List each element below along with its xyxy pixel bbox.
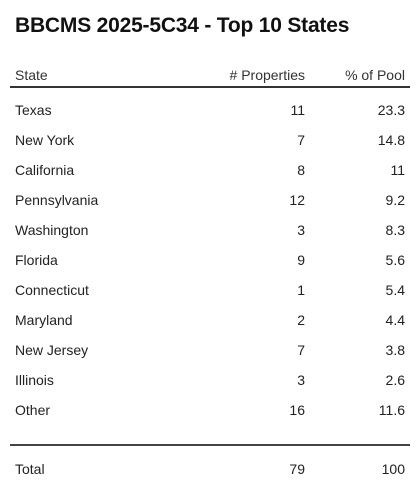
- cell-pct-pool: 8.3: [385, 222, 405, 238]
- cell-state: Washington: [15, 222, 89, 238]
- cell-state: Maryland: [15, 312, 73, 328]
- total-pct: 100: [381, 461, 405, 477]
- table-row: Texas 11 23.3: [10, 95, 410, 125]
- table-header: State # Properties % of Pool: [10, 64, 410, 88]
- table-row: Connecticut 1 5.4: [10, 275, 410, 305]
- column-header-properties: # Properties: [229, 67, 305, 83]
- cell-properties: 3: [297, 222, 305, 238]
- cell-pct-pool: 2.6: [385, 372, 405, 388]
- cell-state: California: [15, 162, 75, 178]
- cell-state: New York: [15, 132, 75, 148]
- cell-state: Other: [15, 402, 51, 418]
- table-row: Washington 3 8.3: [10, 215, 410, 245]
- cell-properties: 1: [297, 282, 305, 298]
- cell-properties: 2: [297, 312, 305, 328]
- table-body: Texas 11 23.3 New York 7 14.8 California 8 11 Pen…: [10, 88, 410, 425]
- column-header-pct-pool: % of Pool: [345, 67, 405, 83]
- cell-properties: 3: [297, 372, 305, 388]
- table-row: New Jersey 7 3.8: [10, 335, 410, 365]
- cell-pct-pool: 3.8: [385, 342, 405, 358]
- cell-pct-pool: 5.4: [385, 282, 405, 298]
- cell-pct-pool: 11: [390, 162, 405, 178]
- cell-properties: 11: [290, 102, 305, 118]
- cell-state: Florida: [15, 252, 58, 268]
- cell-pct-pool: 4.4: [385, 312, 405, 328]
- total-row: Total 79 100: [10, 454, 410, 484]
- page-title: BBCMS 2025-5C34 - Top 10 States: [15, 14, 350, 37]
- table-row: Other 16 11.6: [10, 395, 410, 425]
- cell-state: Connecticut: [15, 282, 89, 298]
- total-properties: 79: [289, 461, 305, 477]
- cell-pct-pool: 9.2: [385, 192, 405, 208]
- states-table: State # Properties % of Pool Texas 11 23.3…: [10, 64, 410, 425]
- table-row: California 8 11: [10, 155, 410, 185]
- cell-pct-pool: 23.3: [377, 102, 405, 118]
- cell-state: Illinois: [15, 372, 54, 388]
- column-header-state: State: [15, 67, 48, 83]
- cell-state: Texas: [15, 102, 52, 118]
- cell-pct-pool: 11.6: [378, 402, 405, 418]
- table-row: Florida 9 5.6: [10, 245, 410, 275]
- total-label: Total: [15, 461, 45, 477]
- cell-properties: 7: [297, 342, 305, 358]
- cell-properties: 12: [289, 192, 305, 208]
- cell-properties: 16: [289, 402, 305, 418]
- table-row: Pennsylvania 12 9.2: [10, 185, 410, 215]
- cell-state: New Jersey: [15, 342, 89, 358]
- cell-pct-pool: 5.6: [385, 252, 405, 268]
- cell-properties: 7: [297, 132, 305, 148]
- cell-properties: 8: [297, 162, 305, 178]
- table-footer: Total 79 100: [10, 444, 410, 484]
- table-row: New York 7 14.8: [10, 125, 410, 155]
- table-row: Maryland 2 4.4: [10, 305, 410, 335]
- cell-properties: 9: [297, 252, 305, 268]
- cell-state: Pennsylvania: [15, 192, 99, 208]
- table-row: Illinois 3 2.6: [10, 365, 410, 395]
- cell-pct-pool: 14.8: [377, 132, 405, 148]
